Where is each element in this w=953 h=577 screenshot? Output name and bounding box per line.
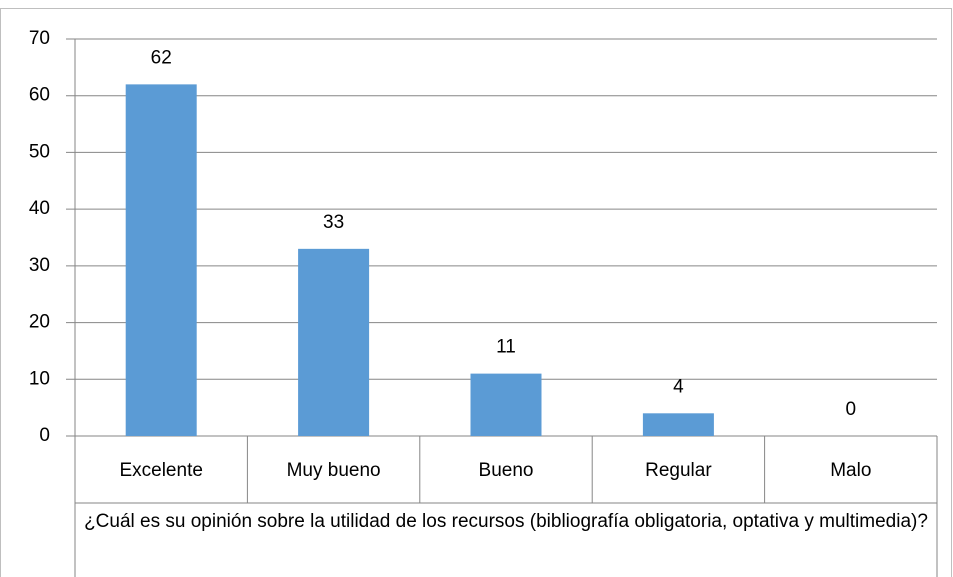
y-tick-label: 0 bbox=[39, 425, 50, 446]
bar bbox=[298, 248, 370, 436]
y-tick-label: 50 bbox=[29, 141, 50, 162]
x-axis-title: ¿Cuál es su opinión sobre la utilidad de… bbox=[84, 511, 928, 532]
bar bbox=[470, 373, 542, 436]
y-tick-label: 10 bbox=[29, 368, 50, 389]
y-tick-label: 60 bbox=[29, 85, 50, 106]
bar bbox=[642, 413, 714, 436]
x-tick-label: Bueno bbox=[479, 460, 534, 481]
data-label: 33 bbox=[323, 212, 344, 233]
bar bbox=[125, 84, 197, 436]
data-label: 4 bbox=[673, 376, 684, 397]
x-tick-label: Regular bbox=[645, 460, 712, 481]
data-label: 0 bbox=[846, 399, 857, 420]
y-tick-label: 40 bbox=[29, 198, 50, 219]
x-tick-label: Muy bueno bbox=[287, 460, 381, 481]
x-tick-label: Excelente bbox=[119, 460, 202, 481]
y-tick-label: 30 bbox=[29, 255, 50, 276]
y-tick-label: 20 bbox=[29, 312, 50, 333]
y-tick-label: 70 bbox=[29, 28, 50, 49]
data-label: 11 bbox=[496, 337, 516, 358]
data-label: 62 bbox=[151, 47, 172, 68]
x-tick-label: Malo bbox=[830, 460, 871, 481]
chart-border bbox=[0, 8, 952, 577]
